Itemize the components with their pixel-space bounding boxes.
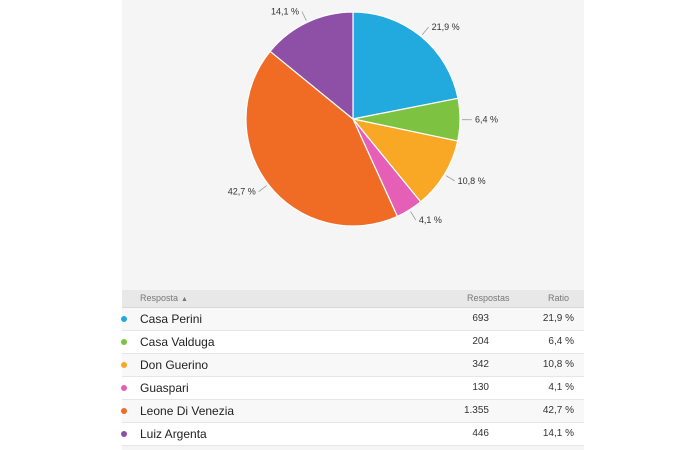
pie-leader-line-3	[410, 211, 417, 221]
sort-ascending-icon[interactable]: ▲	[181, 296, 188, 303]
row-count: 693	[472, 313, 489, 324]
pie-slice-4[interactable]	[245, 50, 399, 227]
legend-dot-icon	[121, 362, 127, 368]
pie-slice-5[interactable]	[269, 11, 354, 121]
row-count: 130	[472, 382, 489, 393]
pie-percent-label-2: 10,8 %	[458, 176, 486, 186]
row-label: Casa Valduga	[140, 335, 215, 349]
table-row: Guaspari 130 4,1 %	[121, 377, 584, 400]
legend-dot-icon	[121, 316, 127, 322]
row-count: 1.355	[463, 405, 489, 416]
row-label: Casa Perini	[140, 312, 203, 326]
pie-chart: 21,9 % 6,4 % 10,8 % 4,1 % 42,7 % 14,1 %	[228, 6, 498, 227]
table-row: Leone Di Venezia 1.355 42,7 %	[121, 400, 584, 423]
row-count: 446	[472, 428, 489, 439]
legend-dot-icon	[121, 385, 127, 391]
pie-leader-line-5	[301, 11, 307, 21]
legend-dot-icon	[121, 408, 127, 414]
column-header-ratio[interactable]: Ratio	[548, 293, 570, 303]
pie-slice-2[interactable]	[351, 118, 459, 203]
column-header-respostas[interactable]: Respostas	[467, 293, 510, 303]
table-header: Resposta ▲ Respostas Ratio	[122, 290, 584, 308]
row-label: Don Guerino	[140, 358, 209, 372]
row-ratio: 6,4 %	[548, 336, 574, 347]
pie-leader-line-2	[445, 175, 455, 182]
column-header-resposta[interactable]: Resposta ▲	[140, 293, 188, 303]
row-ratio: 21,9 %	[542, 313, 574, 324]
column-header-resposta-label: Resposta	[140, 293, 179, 303]
row-ratio: 10,8 %	[542, 359, 574, 370]
table-body: Casa Perini 693 21,9 % Casa Valduga 204 6,4 %…	[121, 308, 584, 446]
row-count: 204	[472, 336, 489, 347]
row-label: Leone Di Venezia	[140, 404, 235, 418]
table-row: Casa Valduga 204 6,4 %	[121, 331, 584, 354]
pie-percent-label-0: 21,9 %	[432, 22, 460, 32]
legend-dot-icon	[121, 431, 127, 437]
row-ratio: 42,7 %	[542, 405, 574, 416]
pie-percent-label-1: 6,4 %	[475, 115, 498, 125]
legend-dot-icon	[121, 339, 127, 345]
pie-slice-0[interactable]	[352, 11, 459, 120]
pie-leader-line-0	[421, 26, 429, 36]
row-ratio: 4,1 %	[548, 382, 574, 393]
table-row: Luiz Argenta 446 14,1 %	[121, 423, 584, 446]
pie-percent-label-3: 4,1 %	[419, 215, 442, 225]
results-table: Resposta ▲ Respostas Ratio Casa Perini 693…	[121, 290, 584, 446]
pie-percent-label-4: 42,7 %	[228, 187, 256, 197]
pie-percent-label-5: 14,1 %	[271, 6, 299, 16]
row-label: Guaspari	[140, 381, 189, 395]
row-label: Luiz Argenta	[140, 427, 207, 441]
row-ratio: 14,1 %	[542, 428, 574, 439]
results-panel: 21,9 % 6,4 % 10,8 % 4,1 % 42,7 % 14,1 % Respo…	[121, 0, 584, 450]
table-row: Casa Perini 693 21,9 %	[121, 308, 584, 331]
row-count: 342	[472, 359, 489, 370]
table-row: Don Guerino 342 10,8 %	[121, 354, 584, 377]
pie-leader-line-4	[258, 185, 267, 192]
pie-chart-area: 21,9 % 6,4 % 10,8 % 4,1 % 42,7 % 14,1 %	[122, 0, 584, 290]
